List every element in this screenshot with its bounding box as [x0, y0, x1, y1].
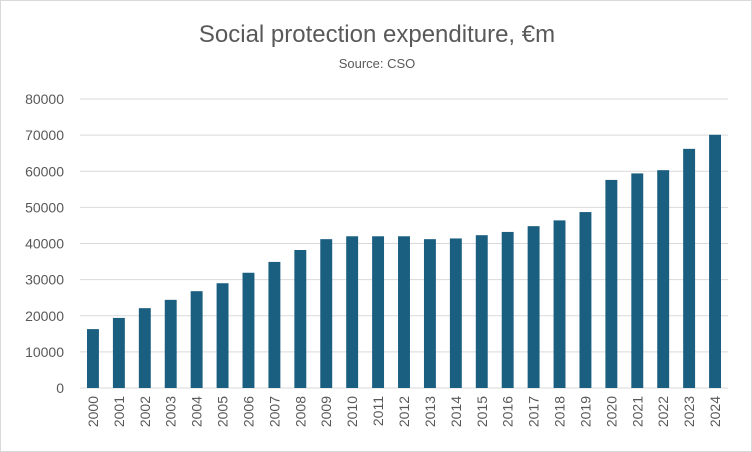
bar-2000	[86, 329, 99, 388]
chart-subtitle: Source: CSO	[338, 56, 416, 71]
bar-2003	[164, 299, 177, 388]
x-tick-label: 2001	[111, 396, 127, 427]
y-tick-label: 10000	[25, 344, 64, 360]
y-tick-label: 0	[56, 380, 64, 396]
x-tick-label: 2023	[681, 396, 697, 427]
x-tick-label: 2004	[189, 396, 205, 427]
x-axis-ticks: 2000 2001 2002 2003 2004 2005 2006 2007 2008 2009…	[85, 396, 723, 427]
y-axis-ticks: 0 10000 20000 30000 40000 50000 60000 70000 8000…	[25, 91, 64, 396]
y-tick-label: 80000	[25, 91, 64, 107]
x-tick-label: 2024	[707, 396, 723, 427]
y-tick-label: 70000	[25, 127, 64, 143]
x-tick-label: 2016	[500, 396, 516, 427]
bar-2011	[372, 236, 385, 388]
x-tick-label: 2020	[603, 396, 619, 427]
bar-2017	[527, 226, 540, 388]
bar-2015	[475, 235, 488, 388]
x-tick-label: 2013	[422, 396, 438, 427]
bar-2012	[398, 236, 410, 388]
bar-2002	[138, 308, 151, 388]
y-tick-label: 40000	[25, 236, 64, 252]
bar-2008	[294, 250, 307, 388]
x-tick-label: 2005	[215, 396, 231, 427]
bars	[86, 134, 722, 388]
bar-2019	[579, 212, 592, 388]
x-tick-label: 2022	[655, 396, 671, 427]
x-tick-label: 2010	[344, 396, 360, 427]
bar-2006	[242, 272, 255, 388]
bar-2014	[449, 238, 462, 388]
x-tick-label: 2003	[163, 396, 179, 427]
x-tick-label: 2002	[137, 396, 153, 427]
bar-2021	[631, 173, 644, 388]
bar-2023	[683, 148, 696, 388]
x-tick-label: 2018	[552, 396, 568, 427]
x-tick-label: 2011	[370, 396, 386, 426]
y-tick-label: 30000	[25, 272, 64, 288]
bar-2004	[190, 291, 203, 388]
bar-2009	[320, 239, 333, 388]
bar-2013	[423, 239, 436, 388]
x-tick-label: 2007	[266, 396, 282, 427]
x-tick-label: 2006	[240, 396, 256, 427]
x-tick-label: 2015	[474, 396, 490, 427]
x-tick-label: 2014	[448, 396, 464, 427]
x-tick-label: 2009	[318, 396, 334, 427]
x-tick-label: 2008	[292, 396, 308, 427]
bar-2022	[657, 170, 670, 388]
bar-2010	[346, 236, 359, 388]
x-tick-label: 2000	[85, 396, 101, 427]
bar-2016	[501, 231, 514, 388]
bar-2020	[605, 179, 618, 388]
y-tick-label: 60000	[25, 163, 64, 179]
chart-title: Social protection expenditure, €m	[198, 21, 556, 48]
bar-2024	[709, 134, 722, 388]
x-tick-label: 2012	[396, 396, 412, 427]
bar-2005	[216, 283, 229, 388]
y-tick-label: 20000	[25, 308, 64, 324]
x-tick-label: 2021	[629, 396, 645, 427]
bar-2001	[112, 317, 125, 388]
x-tick-label: 2017	[526, 396, 542, 427]
bar-2007	[268, 261, 281, 388]
y-tick-label: 50000	[25, 199, 64, 215]
x-tick-label: 2019	[577, 396, 593, 427]
bar-2018	[553, 220, 566, 388]
